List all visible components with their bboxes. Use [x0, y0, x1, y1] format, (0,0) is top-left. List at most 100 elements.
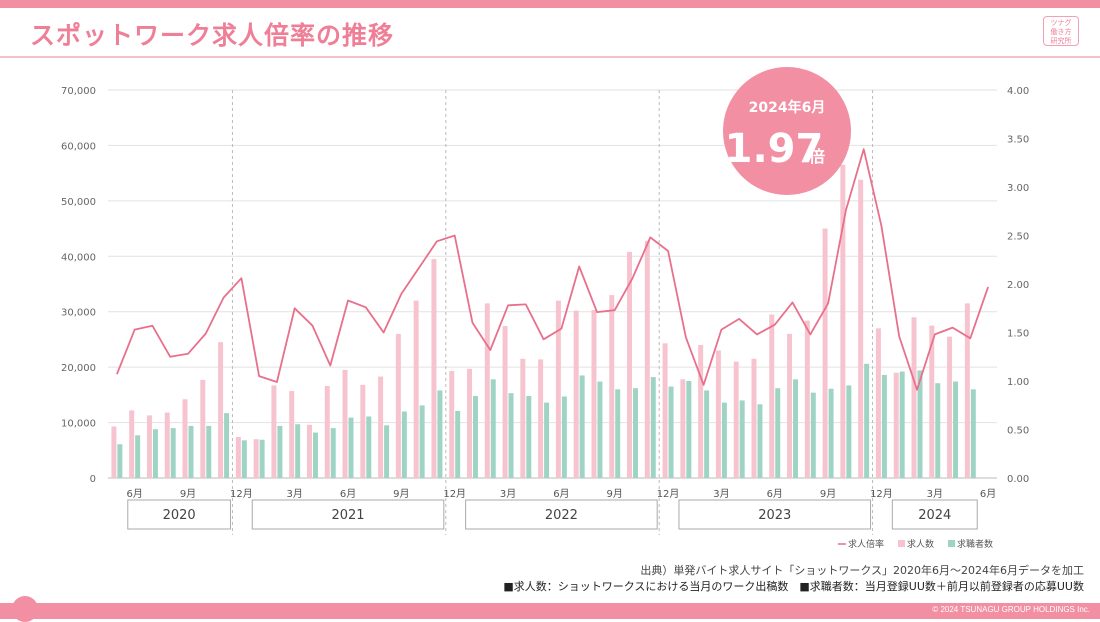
- seekers-bar: [117, 444, 123, 478]
- seekers-bar: [650, 377, 656, 478]
- seekers-bar: [366, 416, 372, 478]
- seekers-bar: [810, 392, 816, 478]
- logo-line: ツナグ: [1050, 19, 1072, 27]
- jobs-bar: [769, 314, 775, 478]
- seekers-bar: [295, 424, 301, 478]
- seekers-bar: [330, 428, 336, 478]
- seekers-bar: [437, 390, 443, 478]
- seekers-bar: [312, 432, 318, 478]
- seekers-bar: [597, 381, 603, 478]
- year-label: 2022: [545, 508, 578, 523]
- y-left-tick-label: 50,000: [61, 197, 96, 208]
- seekers-bar: [277, 425, 283, 478]
- jobs-bar: [733, 361, 739, 478]
- y-right-tick-label: 1.50: [1007, 329, 1029, 340]
- jobs-bar: [182, 399, 188, 478]
- jobs-bar: [680, 379, 686, 478]
- seekers-bar: [739, 400, 745, 478]
- x-tick-label: 9月: [607, 488, 623, 500]
- seekers-bar: [401, 411, 407, 478]
- year-label-box: [251, 499, 445, 530]
- seekers-bar: [846, 385, 852, 478]
- legend-jobs-label: 求人数: [907, 538, 934, 550]
- seekers-bar: [668, 386, 674, 478]
- x-tick-label: 3月: [927, 488, 943, 500]
- y-left-tick-label: 0: [90, 474, 96, 485]
- seekers-bar: [633, 388, 638, 478]
- title-divider: [0, 56, 1100, 58]
- year-label-box: [678, 499, 872, 530]
- seekers-bar: [864, 363, 870, 478]
- seekers-bar: [259, 439, 265, 478]
- seekers-bar: [455, 410, 461, 478]
- brand-logo: ツナグ 働き方 研究所: [1043, 16, 1079, 46]
- seekers-bar: [721, 402, 727, 478]
- seekers-bar: [828, 388, 834, 478]
- x-tick-label: 6月: [126, 488, 142, 500]
- year-label: 2021: [331, 508, 364, 523]
- seekers-bar: [508, 393, 514, 478]
- jobs-bar: [698, 344, 704, 478]
- callout-label: 2024年6月: [749, 99, 826, 116]
- jobs-bar: [787, 333, 793, 478]
- jobs-bar: [431, 259, 437, 478]
- seekers-bar: [526, 395, 532, 478]
- x-tick-label: 6月: [553, 488, 569, 500]
- jobs-bar: [164, 412, 170, 478]
- callout-value: 1.97: [725, 126, 824, 172]
- x-tick-label: 3月: [287, 488, 303, 500]
- jobs-bar: [378, 376, 384, 478]
- seekers-bar: [793, 379, 799, 478]
- jobs-bar: [360, 384, 366, 478]
- jobs-bar: [324, 385, 330, 478]
- jobs-bar: [538, 359, 544, 478]
- jobs-bar: [289, 390, 295, 478]
- jobs-bar: [609, 295, 615, 478]
- seekers-bar: [348, 417, 354, 478]
- jobs-bar: [200, 379, 206, 478]
- jobs-bar: [502, 326, 508, 478]
- y-right-tick-label: 3.00: [1007, 183, 1029, 194]
- source-note: 出典）単発バイト求人サイト「ショットワークス」2020年6月〜2024年6月デー…: [640, 564, 1084, 577]
- jobs-bar: [342, 369, 348, 478]
- seekers-bar: [206, 425, 212, 478]
- jobs-bar: [662, 343, 668, 478]
- jobs-bar: [253, 439, 259, 478]
- x-tick-label: 3月: [500, 488, 516, 500]
- x-tick-label: 6月: [767, 488, 783, 500]
- jobs-bar: [627, 251, 633, 478]
- y-right-tick-label: 1.00: [1007, 377, 1029, 388]
- copyright-text: © 2024 TSUNAGU GROUP HOLDINGS Inc.: [932, 605, 1090, 614]
- y-left-tick-label: 20,000: [61, 363, 96, 374]
- legend-ratio-label: 求人倍率: [848, 538, 884, 550]
- seekers-bar: [686, 381, 692, 478]
- y-right-tick-label: 2.50: [1007, 232, 1029, 243]
- seekers-bar: [970, 389, 976, 478]
- jobs-bar: [218, 342, 224, 478]
- year-label: 2024: [918, 508, 951, 523]
- y-left-tick-label: 40,000: [61, 252, 96, 263]
- seekers-bar: [224, 413, 230, 478]
- year-label: 2020: [163, 508, 196, 523]
- jobs-bar: [822, 228, 828, 478]
- legend-seekers-swatch: [948, 540, 955, 547]
- x-tick-label: 9月: [820, 488, 836, 500]
- seekers-bar: [384, 425, 390, 478]
- seekers-bar: [881, 374, 887, 478]
- callout-circle: [723, 67, 851, 195]
- y-left-tick-label: 60,000: [61, 141, 96, 152]
- seekers-bar: [757, 404, 763, 478]
- jobs-bar: [573, 310, 579, 478]
- top-accent-bar: [0, 0, 1100, 8]
- legend-seekers-label: 求職者数: [957, 538, 993, 550]
- ratio-line: [116, 148, 989, 391]
- jobs-bar: [146, 415, 152, 478]
- jobs-bar: [929, 325, 935, 478]
- jobs-bar: [858, 179, 864, 478]
- x-tick-label: 12月: [443, 488, 466, 500]
- y-right-tick-label: 3.50: [1007, 135, 1029, 146]
- jobs-bar: [484, 303, 490, 478]
- seekers-bar: [917, 370, 923, 478]
- seekers-bar: [419, 405, 425, 478]
